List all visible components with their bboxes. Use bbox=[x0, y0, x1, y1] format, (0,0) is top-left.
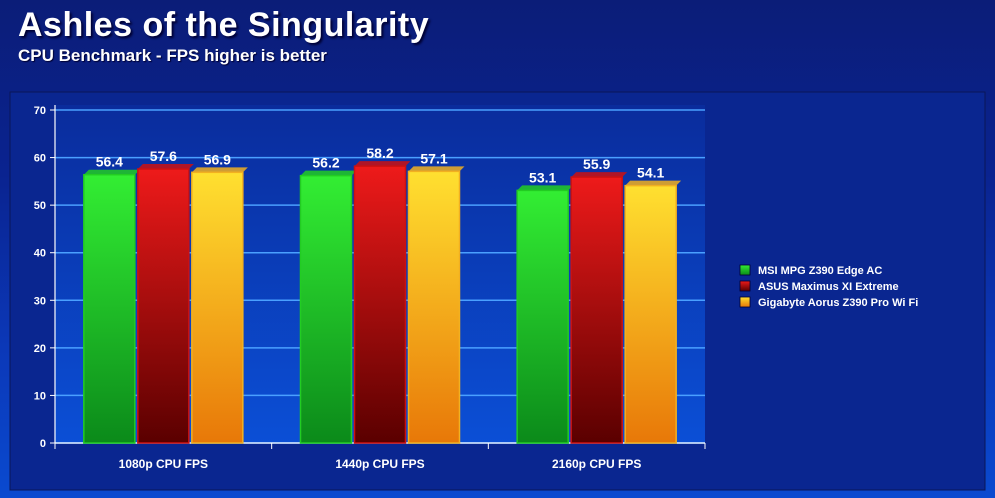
bar bbox=[353, 165, 407, 444]
bar bbox=[624, 184, 677, 444]
data-label: 53.1 bbox=[529, 169, 556, 185]
y-tick-label: 60 bbox=[34, 153, 46, 165]
plot-area: 0 10 20 30 40 50 60 70 1080p CPU FPS 56.4 57.6 56.9… bbox=[34, 105, 706, 471]
bar bbox=[570, 176, 623, 444]
x-category-label: 1080p CPU FPS bbox=[119, 457, 208, 471]
bar-top bbox=[571, 172, 628, 178]
y-tick-label: 40 bbox=[34, 248, 46, 260]
legend-label: MSI MPG Z390 Edge AC bbox=[758, 265, 882, 277]
bar bbox=[83, 173, 136, 444]
chart-subtitle: CPU Benchmark - FPS higher is better bbox=[18, 46, 327, 65]
data-label: 56.2 bbox=[312, 155, 339, 171]
bar bbox=[191, 171, 244, 444]
data-label: 57.1 bbox=[420, 150, 447, 166]
bar bbox=[516, 189, 569, 444]
bar-top bbox=[625, 180, 682, 186]
y-tick-label: 0 bbox=[40, 438, 46, 450]
legend-label: Gigabyte Aorus Z390 Pro Wi Fi bbox=[758, 297, 918, 309]
bar bbox=[299, 174, 353, 444]
x-category-label: 1440p CPU FPS bbox=[335, 457, 424, 471]
bar-top bbox=[191, 167, 248, 173]
bar-top bbox=[83, 169, 140, 175]
legend-swatch bbox=[739, 264, 751, 276]
data-label: 55.9 bbox=[583, 156, 610, 172]
y-tick-label: 70 bbox=[34, 105, 46, 117]
bar bbox=[407, 170, 461, 444]
bar-top bbox=[517, 185, 574, 191]
bar-top bbox=[354, 161, 411, 167]
legend-swatch bbox=[739, 280, 751, 292]
data-label: 56.4 bbox=[96, 154, 123, 170]
data-label: 56.9 bbox=[204, 151, 231, 167]
y-tick-label: 30 bbox=[34, 295, 46, 307]
x-category-label: 2160p CPU FPS bbox=[552, 457, 641, 471]
chart-title: Ashles of the Singularity bbox=[18, 6, 430, 44]
bar-top bbox=[137, 163, 194, 169]
legend-label: ASUS Maximus XI Extreme bbox=[758, 281, 899, 293]
data-label: 58.2 bbox=[366, 145, 393, 161]
legend: MSI MPG Z390 Edge AC ASUS Maximus XI Extr… bbox=[739, 264, 918, 309]
legend-swatch bbox=[739, 296, 751, 308]
data-label: 54.1 bbox=[637, 165, 664, 181]
data-label: 57.6 bbox=[150, 148, 177, 164]
bar-top bbox=[300, 170, 357, 176]
bar bbox=[137, 168, 190, 444]
bar-top bbox=[408, 166, 465, 172]
y-tick-label: 50 bbox=[34, 200, 46, 212]
y-tick-label: 10 bbox=[34, 390, 46, 402]
y-tick-label: 20 bbox=[34, 343, 46, 355]
